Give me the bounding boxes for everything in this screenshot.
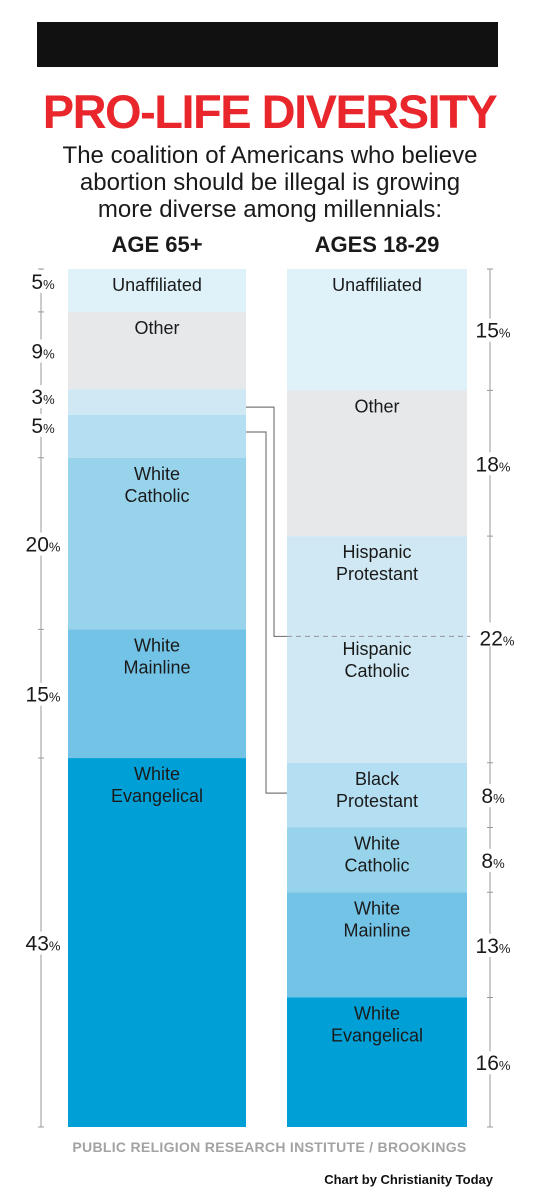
bar-segment-hispanic-catholic	[287, 633, 467, 763]
segment-label: Evangelical	[331, 1025, 423, 1045]
bar-segment-white-mainline	[287, 892, 467, 998]
bar-segment-white-evangelical	[287, 997, 467, 1127]
value-label-backing	[471, 318, 515, 342]
segment-label: Other	[134, 318, 179, 338]
segment-label: Mainline	[123, 657, 190, 677]
value-label-backing	[21, 270, 65, 293]
segment-label: Catholic	[344, 856, 409, 876]
segment-label: Mainline	[343, 920, 410, 940]
value-label: 15%	[26, 684, 61, 707]
connector-line	[246, 431, 287, 794]
bar-segment-3	[68, 389, 246, 415]
source-note: PUBLIC RELIGION RESEARCH INSTITUTE / BRO…	[72, 1139, 467, 1155]
value-label-backing	[21, 931, 65, 955]
subtitle-line: The coalition of Americans who believe	[62, 142, 478, 169]
column-title-ages-18-29: AGES 18-29	[314, 232, 440, 257]
bar-segment-5	[68, 414, 246, 458]
segment-label: White	[134, 464, 180, 484]
bar-segment-white-mainline	[68, 629, 246, 759]
bar-segment-unaffiliated	[68, 269, 246, 312]
value-label-backing	[21, 682, 65, 706]
segment-label: Catholic	[344, 661, 409, 681]
segment-label: White	[354, 834, 400, 854]
bar-segment-black-protestant	[287, 762, 467, 828]
value-label: 18%	[476, 453, 511, 476]
value-label: 3%	[31, 386, 55, 409]
segment-label: Unaffiliated	[112, 275, 202, 295]
subtitle-line: abortion should be illegal is growing	[79, 169, 461, 196]
top-banner-bar	[37, 22, 498, 67]
segment-label: Unaffiliated	[332, 275, 422, 295]
segment-label: White	[354, 1003, 400, 1023]
segment-label: Hispanic	[342, 639, 411, 659]
value-label: 20%	[26, 534, 61, 557]
bar-segment-white-catholic	[287, 827, 467, 893]
value-label-backing	[471, 1051, 515, 1075]
value-label-backing	[21, 413, 65, 437]
segment-label: Hispanic	[342, 542, 411, 562]
value-label: 16%	[476, 1052, 511, 1075]
connector-line	[246, 406, 287, 638]
segment-label: Catholic	[124, 486, 189, 506]
value-label: 9%	[31, 341, 55, 364]
value-label-backing	[21, 532, 65, 556]
value-label-backing	[471, 452, 515, 476]
bar-segment-other	[287, 390, 467, 537]
bar-segment-hispanic-protestant	[287, 536, 467, 634]
value-label: 8%	[481, 785, 505, 808]
value-label: 8%	[481, 850, 505, 873]
segment-label: Evangelical	[111, 786, 203, 806]
chart-title: PRO-LIFE DIVERSITY	[42, 85, 498, 138]
value-label: 43%	[26, 933, 61, 956]
chart-subtitle: The coalition of Americans who believe a…	[20, 142, 520, 223]
segment-label: White	[134, 635, 180, 655]
chart-credit: Chart by Christianity Today	[324, 1172, 493, 1187]
bar-segment-white-evangelical	[68, 758, 246, 1127]
segment-label: White	[354, 898, 400, 918]
value-label-backing	[471, 784, 515, 808]
segment-label: Protestant	[336, 791, 418, 811]
segment-label: Other	[354, 396, 399, 416]
segment-label: Protestant	[336, 564, 418, 584]
value-label-combined: 22%	[480, 627, 515, 650]
bar-segment-other	[68, 311, 246, 390]
value-label: 5%	[31, 271, 55, 294]
segment-label: White	[134, 764, 180, 784]
value-label-backing	[470, 622, 514, 647]
value-label-backing	[21, 339, 65, 363]
value-label: 13%	[476, 935, 511, 958]
subtitle-line: more diverse among millennials:	[97, 196, 443, 223]
value-label: 5%	[31, 415, 55, 438]
column-title-age-65-plus: AGE 65+	[111, 232, 203, 257]
segment-label: Black	[355, 769, 400, 789]
value-label: 15%	[476, 320, 511, 343]
bar-segment-unaffiliated	[287, 269, 467, 391]
value-label-backing	[471, 848, 515, 872]
value-label-backing	[471, 933, 515, 957]
value-label-backing	[21, 385, 65, 409]
bar-segment-white-catholic	[68, 457, 246, 630]
